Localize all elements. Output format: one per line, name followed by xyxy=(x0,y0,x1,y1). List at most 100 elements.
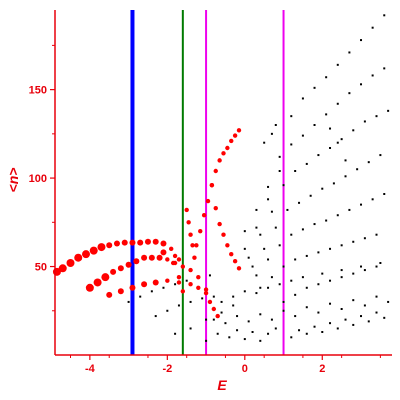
red-point xyxy=(217,158,222,163)
red-point xyxy=(180,289,186,294)
black-point xyxy=(212,318,215,321)
black-point xyxy=(243,230,246,233)
red-point xyxy=(190,243,195,248)
black-point xyxy=(224,322,227,325)
red-point xyxy=(203,290,209,296)
red-point xyxy=(211,306,217,312)
black-point xyxy=(340,244,343,247)
black-point xyxy=(267,332,270,335)
red-point xyxy=(186,220,191,225)
black-point xyxy=(340,276,343,279)
black-point xyxy=(278,155,281,158)
black-point xyxy=(321,187,324,190)
red-point xyxy=(176,280,182,285)
red-point xyxy=(217,221,222,227)
black-point xyxy=(228,336,231,339)
black-point xyxy=(387,300,390,303)
black-point xyxy=(267,258,270,261)
black-point xyxy=(243,247,246,250)
red-point xyxy=(165,278,170,283)
black-point xyxy=(166,309,169,312)
black-point xyxy=(363,120,366,123)
black-point xyxy=(383,67,386,70)
red-point xyxy=(66,259,75,267)
black-point xyxy=(290,115,293,118)
black-point xyxy=(336,63,339,66)
red-point xyxy=(117,265,124,272)
black-point xyxy=(274,226,277,229)
red-point xyxy=(232,259,238,264)
black-point xyxy=(274,124,277,126)
black-point xyxy=(305,332,308,335)
black-point xyxy=(270,210,273,213)
black-point xyxy=(278,283,281,286)
black-point xyxy=(189,300,192,303)
black-point xyxy=(259,313,262,316)
black-point xyxy=(363,237,366,240)
red-point xyxy=(81,250,90,259)
black-point xyxy=(301,97,304,100)
black-point xyxy=(325,219,328,222)
black-point xyxy=(154,315,157,318)
black-point xyxy=(232,295,235,298)
red-point xyxy=(148,254,155,261)
black-point xyxy=(317,311,320,314)
red-point xyxy=(180,264,186,269)
red-point xyxy=(137,239,144,246)
black-point xyxy=(298,329,301,332)
black-series xyxy=(127,14,390,342)
black-point xyxy=(336,214,339,217)
black-point xyxy=(255,226,258,229)
red-point xyxy=(170,260,176,266)
red-point xyxy=(141,281,148,288)
black-point xyxy=(360,265,363,268)
black-point xyxy=(212,295,215,298)
black-point xyxy=(290,279,293,282)
black-point xyxy=(336,327,339,330)
black-point xyxy=(329,302,332,305)
black-point xyxy=(270,276,273,279)
x-tick-label: -2 xyxy=(162,363,172,375)
black-point xyxy=(247,256,250,259)
red-point xyxy=(117,288,124,295)
black-point xyxy=(317,251,320,254)
red-point xyxy=(194,243,199,248)
black-point xyxy=(243,290,246,293)
y-tick-label: 100 xyxy=(29,173,47,185)
black-point xyxy=(352,272,355,275)
red-point xyxy=(125,261,132,268)
red-point xyxy=(133,258,140,265)
black-point xyxy=(247,320,250,323)
black-point xyxy=(344,175,347,178)
black-point xyxy=(383,316,386,319)
black-point xyxy=(201,297,204,300)
black-point xyxy=(363,304,366,307)
red-point xyxy=(106,291,113,298)
black-point xyxy=(305,162,308,165)
black-point xyxy=(282,300,285,303)
x-tick-label: 2 xyxy=(319,363,325,375)
red-point xyxy=(215,313,220,319)
black-point xyxy=(360,315,363,318)
red-point xyxy=(236,128,242,133)
black-point xyxy=(301,228,304,231)
black-point xyxy=(127,300,130,303)
red-point xyxy=(205,198,211,204)
black-point xyxy=(282,309,285,312)
red-point xyxy=(176,257,182,262)
red-series xyxy=(52,128,242,319)
black-point xyxy=(294,293,297,296)
black-point xyxy=(371,74,374,77)
black-point xyxy=(367,320,370,323)
black-point xyxy=(290,143,293,146)
black-point xyxy=(387,109,390,112)
black-point xyxy=(352,299,355,302)
red-point xyxy=(160,240,167,247)
black-point xyxy=(317,154,320,157)
black-point xyxy=(294,170,297,172)
red-point xyxy=(229,251,234,257)
red-point xyxy=(188,267,193,273)
red-point xyxy=(225,243,230,248)
black-point xyxy=(348,92,351,95)
black-point xyxy=(259,286,262,289)
